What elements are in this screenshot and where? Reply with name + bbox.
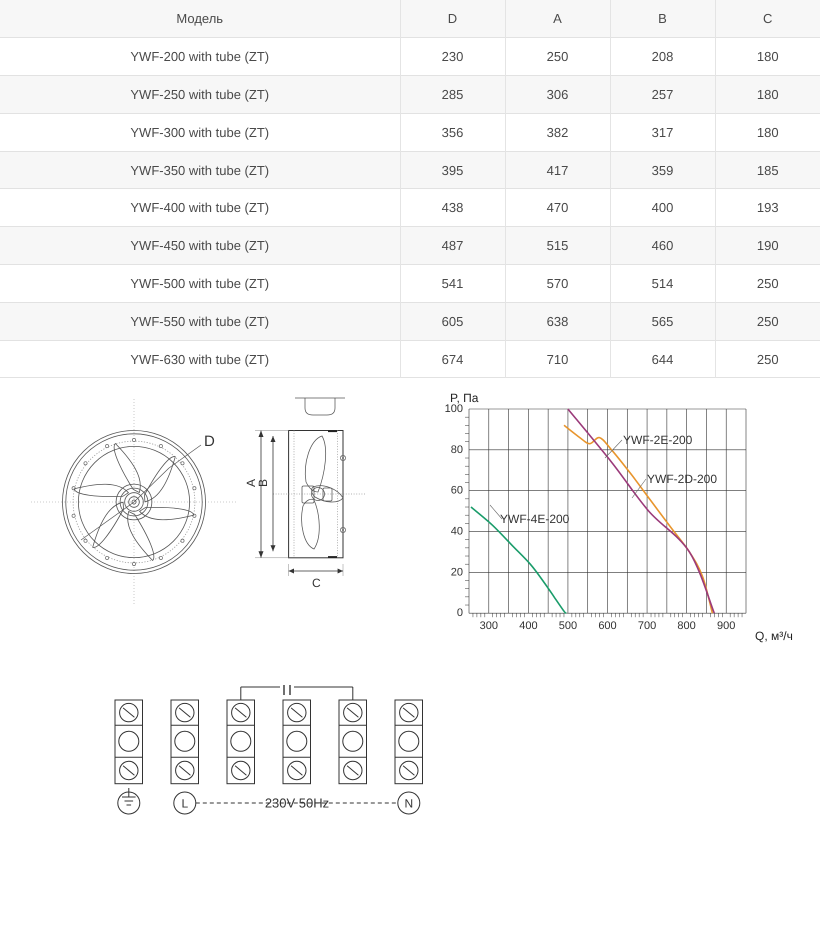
svg-text:YWF-4E-200: YWF-4E-200 (500, 512, 570, 526)
svg-text:YWF-2E-200: YWF-2E-200 (623, 433, 693, 447)
svg-text:60: 60 (451, 485, 463, 497)
svg-text:500: 500 (559, 620, 577, 632)
svg-text:80: 80 (451, 444, 463, 456)
svg-text:L: L (181, 797, 188, 811)
svg-text:20: 20 (451, 566, 463, 578)
svg-text:600: 600 (598, 620, 616, 632)
svg-text:Q, м³/ч: Q, м³/ч (755, 629, 793, 643)
svg-text:300: 300 (480, 620, 498, 632)
svg-text:800: 800 (677, 620, 695, 632)
svg-text:YWF-2D-200: YWF-2D-200 (647, 472, 717, 486)
svg-text:0: 0 (457, 607, 463, 619)
svg-text:900: 900 (717, 620, 735, 632)
svg-text:400: 400 (519, 620, 537, 632)
svg-text:P, Па: P, Па (450, 391, 479, 405)
svg-text:700: 700 (638, 620, 656, 632)
svg-text:40: 40 (451, 526, 463, 538)
svg-text:N: N (404, 797, 413, 811)
svg-text:230V 50Hz: 230V 50Hz (265, 796, 329, 811)
